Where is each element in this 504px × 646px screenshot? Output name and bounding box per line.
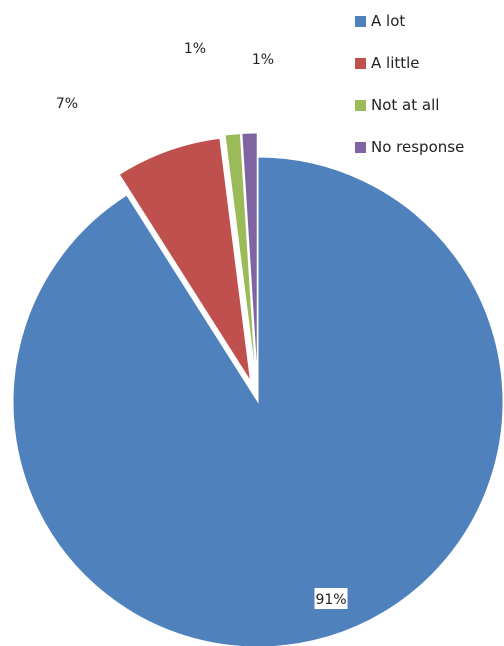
slice-label-no-response: 1%: [252, 52, 274, 68]
slice-labels: 91% 7% 1% 1%: [56, 37, 348, 609]
legend-label: A little: [371, 54, 420, 72]
pie-slice-a-lot: [12, 156, 504, 646]
legend-swatch: [355, 100, 366, 111]
pie-slices: [12, 132, 504, 646]
legend-item-a-little: A little: [355, 54, 420, 72]
slice-label-a-lot: 91%: [314, 588, 348, 609]
pie-slice-a-little: [118, 137, 252, 382]
legend-swatch: [355, 142, 366, 153]
legend-item-no-response: No response: [355, 138, 464, 156]
legend-item-not-at-all: Not at all: [355, 96, 439, 114]
slice-label-not-at-all: 1%: [183, 37, 207, 58]
pie-slice-not-at-all: [224, 133, 257, 379]
slice-label-text: 91%: [315, 592, 346, 608]
legend: A lot A little Not at all No response: [355, 12, 464, 156]
slice-label-a-little: 7%: [56, 96, 78, 112]
legend-item-a-lot: A lot: [355, 12, 405, 30]
legend-label: A lot: [371, 12, 405, 30]
legend-swatch: [355, 16, 366, 27]
slice-label-text: 1%: [184, 41, 206, 57]
legend-label: Not at all: [371, 96, 439, 114]
slice-label-text: 7%: [56, 96, 78, 112]
pie-slice-no-response: [241, 132, 258, 379]
legend-swatch: [355, 58, 366, 69]
legend-label: No response: [371, 138, 464, 156]
slice-label-text: 1%: [252, 52, 274, 68]
